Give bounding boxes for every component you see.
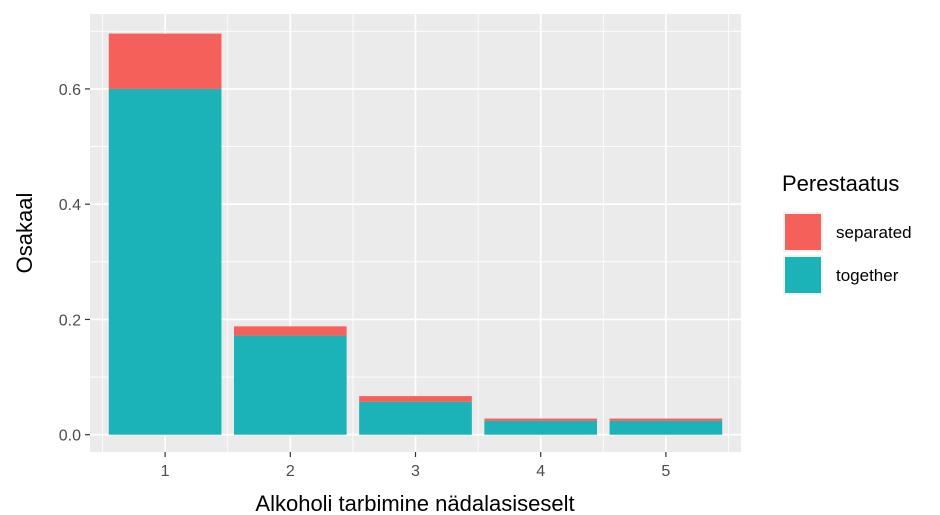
- bar-together-1: [108, 88, 222, 435]
- bar-separated-5: [609, 418, 723, 421]
- x-tick-label: 1: [161, 463, 170, 480]
- bar-separated-1: [108, 33, 222, 89]
- legend-title: Perestaatus: [782, 171, 899, 196]
- y-axis-title: Osakaal: [12, 193, 37, 274]
- bars: [108, 33, 723, 435]
- legend-label-together: together: [836, 266, 899, 285]
- legend: Perestaatus separated together: [782, 171, 912, 295]
- x-tick-label: 2: [286, 463, 295, 480]
- legend-label-separated: separated: [836, 223, 912, 242]
- legend-entries: separated together: [783, 212, 912, 295]
- y-tick-label: 0.0: [59, 428, 81, 445]
- x-tick-label: 3: [411, 463, 420, 480]
- bar-separated-3: [359, 396, 472, 402]
- bar-together-4: [484, 420, 598, 435]
- x-axis-title: Alkoholi tarbimine nädalasiseselt: [255, 491, 574, 515]
- bar-together-5: [609, 420, 723, 435]
- x-axis-ticks: 1 2 3 4 5: [161, 452, 670, 480]
- bar-separated-4: [484, 418, 598, 421]
- legend-swatch-together: [785, 257, 821, 293]
- x-tick-label: 4: [536, 463, 545, 480]
- legend-swatch-separated: [785, 214, 821, 250]
- y-tick-label: 0.2: [59, 312, 81, 329]
- bar-together-2: [233, 335, 347, 435]
- y-tick-label: 0.4: [59, 197, 81, 214]
- bar-separated-2: [233, 326, 347, 336]
- bar-together-3: [359, 401, 472, 435]
- y-tick-label: 0.6: [59, 82, 81, 99]
- x-tick-label: 5: [661, 463, 670, 480]
- y-axis-ticks: 0.0 0.2 0.4 0.6: [59, 82, 90, 445]
